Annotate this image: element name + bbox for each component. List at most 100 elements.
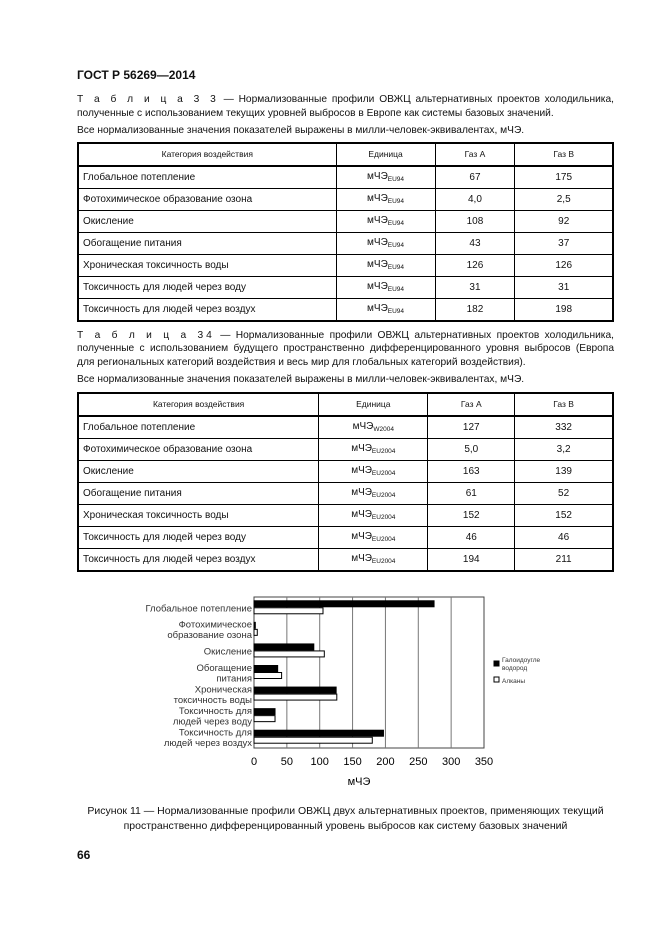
legend-label: водород [502,665,527,672]
column-header: Категория воздействия [77,142,337,167]
category-cell: Токсичность для людей через воду [77,525,320,549]
legend-label: Алканы [502,678,525,685]
gas-b-cell: 139 [514,459,614,483]
column-header: Газ А [434,142,516,167]
gas-b-cell: 332 [514,415,614,439]
unit-cell: мЧЭEU2004 [318,437,429,461]
table-row: Хроническая токсичность воды мЧЭEU2004 152… [77,503,614,527]
unit-cell: мЧЭEU94 [335,297,436,321]
x-tick-label: 0 [251,756,257,768]
table-row: Окисление мЧЭEU94 108 92 [77,209,614,233]
gas-b-cell: 211 [514,547,614,571]
document-header: ГОСТ Р 56269—2014 [77,68,196,82]
column-header: Газ В [514,142,614,167]
category-cell: Токсичность для людей через воздух [77,297,337,321]
gas-b-cell: 2,5 [514,187,614,211]
table-row: Глобальное потепление мЧЭW2004 127 332 [77,415,614,439]
category-cell: Глобальное потепление [77,415,320,439]
gas-b-cell: 52 [514,481,614,505]
unit-cell: мЧЭEU2004 [318,503,429,527]
x-tick-label: 200 [376,756,394,768]
unit-cell: мЧЭEU94 [335,275,436,299]
bar [253,607,324,615]
table-row: Токсичность для людей через воздух мЧЭEU9… [77,297,614,321]
legend-swatch [493,660,500,667]
bar [253,693,338,701]
table-33-caption: Т а б л и ц а 3 3 — Нормализованные проф… [77,94,614,119]
category-label: токсичность воды [174,695,253,706]
category-label: Токсичность для [179,706,252,717]
category-cell: Обогащение питания [77,481,320,505]
gas-b-cell: 37 [514,231,614,255]
x-tick-label: 300 [442,756,460,768]
x-tick-label: 350 [475,756,493,768]
gas-b-cell: 175 [514,165,614,189]
figure-caption: Рисунок 11 — Нормализованные профили ОВЖ… [87,805,604,832]
plot-area [253,596,485,749]
table-34: Категория воздействия Единица Газ А Газ В Гл… [77,391,614,572]
column-header: Категория воздействия [77,392,320,417]
unit-cell: мЧЭEU94 [335,209,436,233]
category-label: Хроническая [195,684,252,695]
bar [253,715,276,723]
x-tick-label: 250 [409,756,427,768]
column-header: Газ В [514,392,614,417]
table-34-caption: Т а б л и ц а 34 — Нормализованные профи… [77,329,614,368]
unit-cell: мЧЭW2004 [318,415,429,439]
table-row: Хроническая токсичность воды мЧЭEU94 126 12… [77,253,614,277]
bar [253,600,435,608]
category-label: Окисление [204,646,252,657]
gas-b-cell: 46 [514,525,614,549]
category-cell: Токсичность для людей через воздух [77,547,320,571]
table-row: Токсичность для людей через воздух мЧЭEU2… [77,547,614,571]
bar [253,686,337,694]
category-cell: Глобальное потепление [77,165,337,189]
category-label: Токсичность для [179,727,252,738]
category-cell: Обогащение питания [77,231,337,255]
table-row: Обогащение питания мЧЭEU94 43 37 [77,231,614,255]
table-row: Глобальное потепление мЧЭEU94 67 175 [77,165,614,189]
category-label: людей через воздух [164,738,252,749]
unit-cell: мЧЭEU94 [335,231,436,255]
table-row: Токсичность для людей через воду мЧЭEU94 3… [77,275,614,299]
bar [253,729,384,737]
gas-a-cell: 108 [434,209,516,233]
legend-label: Галоидоугле [502,657,540,664]
gas-a-cell: 126 [434,253,516,277]
page-number: 66 [77,848,91,862]
category-cell: Фотохимическое образование озона [77,187,337,211]
unit-cell: мЧЭEU94 [335,187,436,211]
gas-a-cell: 163 [427,459,516,483]
bar [253,621,256,629]
table-34-note: Все нормализованные значения показателей… [77,374,525,385]
gas-b-cell: 31 [514,275,614,299]
unit-cell: мЧЭEU2004 [318,459,429,483]
gas-a-cell: 194 [427,547,516,571]
gas-a-cell: 5,0 [427,437,516,461]
gas-b-cell: 3,2 [514,437,614,461]
x-axis-label: мЧЭ [348,776,371,788]
column-header: Газ А [427,392,516,417]
gas-b-cell: 126 [514,253,614,277]
category-cell: Окисление [77,209,337,233]
gas-a-cell: 182 [434,297,516,321]
unit-cell: мЧЭEU94 [335,253,436,277]
gas-a-cell: 61 [427,481,516,505]
bar [253,665,279,672]
category-label: питания [216,673,252,684]
gas-a-cell: 67 [434,165,516,189]
table-row: Фотохимическое образование озона мЧЭEU94 4… [77,187,614,211]
category-cell: Окисление [77,459,320,483]
bar [253,650,325,658]
column-header: Единица [318,392,429,417]
gas-b-cell: 92 [514,209,614,233]
bar [253,708,276,716]
category-label: людей через воду [173,716,252,727]
category-cell: Фотохимическое образование озона [77,437,320,461]
x-tick-label: 100 [311,756,329,768]
gas-b-cell: 152 [514,503,614,527]
figure-11-chart: 0 50 100 150 200 250 300 350 мЧЭ Глобальное потеп… [145,596,540,788]
category-cell: Токсичность для людей через воду [77,275,337,299]
unit-cell: мЧЭEU2004 [318,481,429,505]
